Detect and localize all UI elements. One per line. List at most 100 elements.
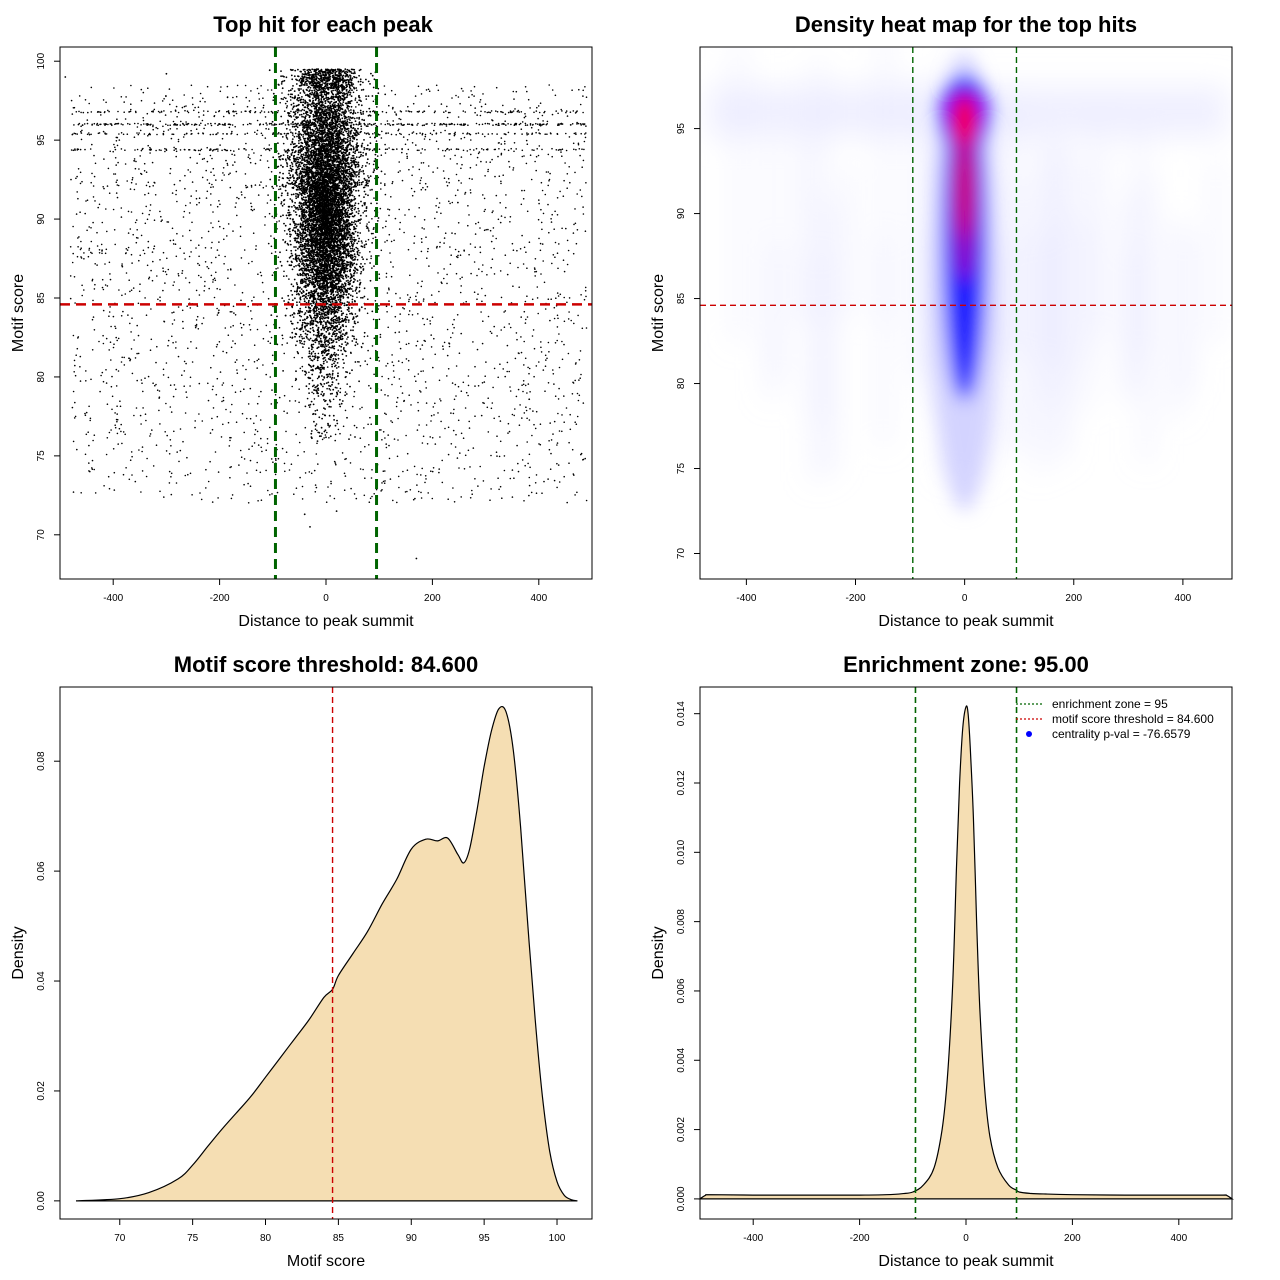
scatter-point [331,280,333,283]
scatter-point [550,439,553,441]
scatter-point [289,99,292,101]
scatter-point [328,405,331,408]
scatter-point [303,337,305,340]
scatter-point [125,252,127,254]
scatter-point [463,136,466,139]
scatter-point [127,314,129,316]
scatter-point [563,475,565,478]
scatter-point [407,148,410,151]
scatter-point [408,298,410,301]
scatter-point [84,99,87,101]
scatter-point [242,364,244,367]
scatter-point [368,444,370,446]
scatter-point [131,177,134,179]
scatter-point [515,148,517,150]
scatter-point [175,150,178,153]
scatter-point [584,290,587,292]
scatter-point [212,149,215,151]
scatter-point [179,247,181,250]
scatter-point [279,101,282,104]
scatter-point [72,440,75,443]
scatter-point [582,213,585,215]
scatter-point [521,384,523,387]
scatter-point [256,359,259,362]
scatter-point [186,305,188,308]
scatter-point [358,286,361,289]
scatter-point [415,299,418,301]
scatter-point [212,186,214,188]
scatter-point [441,282,443,285]
scatter-point [479,114,482,117]
scatter-point [96,245,99,247]
scatter-point [177,111,180,114]
scatter-point [582,111,584,114]
scatter-point [283,110,286,112]
scatter-point [152,185,154,187]
scatter-point [513,414,515,417]
scatter-point [400,133,402,136]
scatter-point [94,283,96,286]
scatter-point [511,111,514,113]
scatter-point [453,134,456,137]
scatter-point [138,449,140,451]
scatter-point [115,418,118,421]
scatter-point [504,143,506,145]
scatter-point [129,110,132,113]
scatter-point [162,251,165,254]
scatter-point [419,132,421,134]
scatter-point [573,132,576,135]
scatter-point [494,148,497,151]
scatter-point [185,277,187,279]
scatter-point [401,361,404,364]
scatter-point [492,386,494,389]
scatter-point [569,428,572,431]
scatter-point [569,124,572,126]
scatter-point [189,376,192,379]
scatter-point [197,262,199,265]
scatter-point [388,287,390,290]
scatter-point [253,208,255,211]
scatter-point [470,153,472,156]
scatter-point [291,199,293,202]
scatter-point [369,497,372,500]
scatter-point [191,221,193,224]
scatter-point [275,268,277,270]
scatter-point [575,242,578,245]
scatter-point [582,458,585,461]
scatter-point [200,276,202,279]
scatter-point [111,408,113,411]
scatter-point [565,111,567,114]
scatter-point [552,254,555,256]
scatter-point [394,111,396,113]
scatter-point [251,318,253,320]
scatter-point [323,98,325,101]
scatter-point [562,259,565,262]
scatter-point [486,122,489,125]
scatter-point [449,263,452,266]
scatter-point [398,117,401,120]
scatter-point [429,323,432,325]
scatter-point [293,75,296,78]
scatter-point [222,172,224,174]
scatter-point [547,478,549,480]
scatter-point [541,228,543,231]
scatter-point [417,373,420,375]
scatter-point [507,131,510,134]
scatter-point [548,178,551,181]
scatter-point [173,311,175,314]
scatter-point [447,368,450,370]
scatter-point [580,132,582,135]
scatter-point [451,123,453,125]
scatter-point [559,123,561,125]
scatter-point [517,470,520,473]
scatter-point [512,110,515,112]
scatter-point [378,277,381,280]
scatter-point [551,147,553,150]
scatter-point [136,148,139,151]
scatter-point [153,247,155,250]
scatter-point [179,449,182,452]
scatter-point [191,181,194,183]
scatter-point [533,375,535,378]
scatter-point [367,132,369,134]
scatter-point [271,493,273,495]
